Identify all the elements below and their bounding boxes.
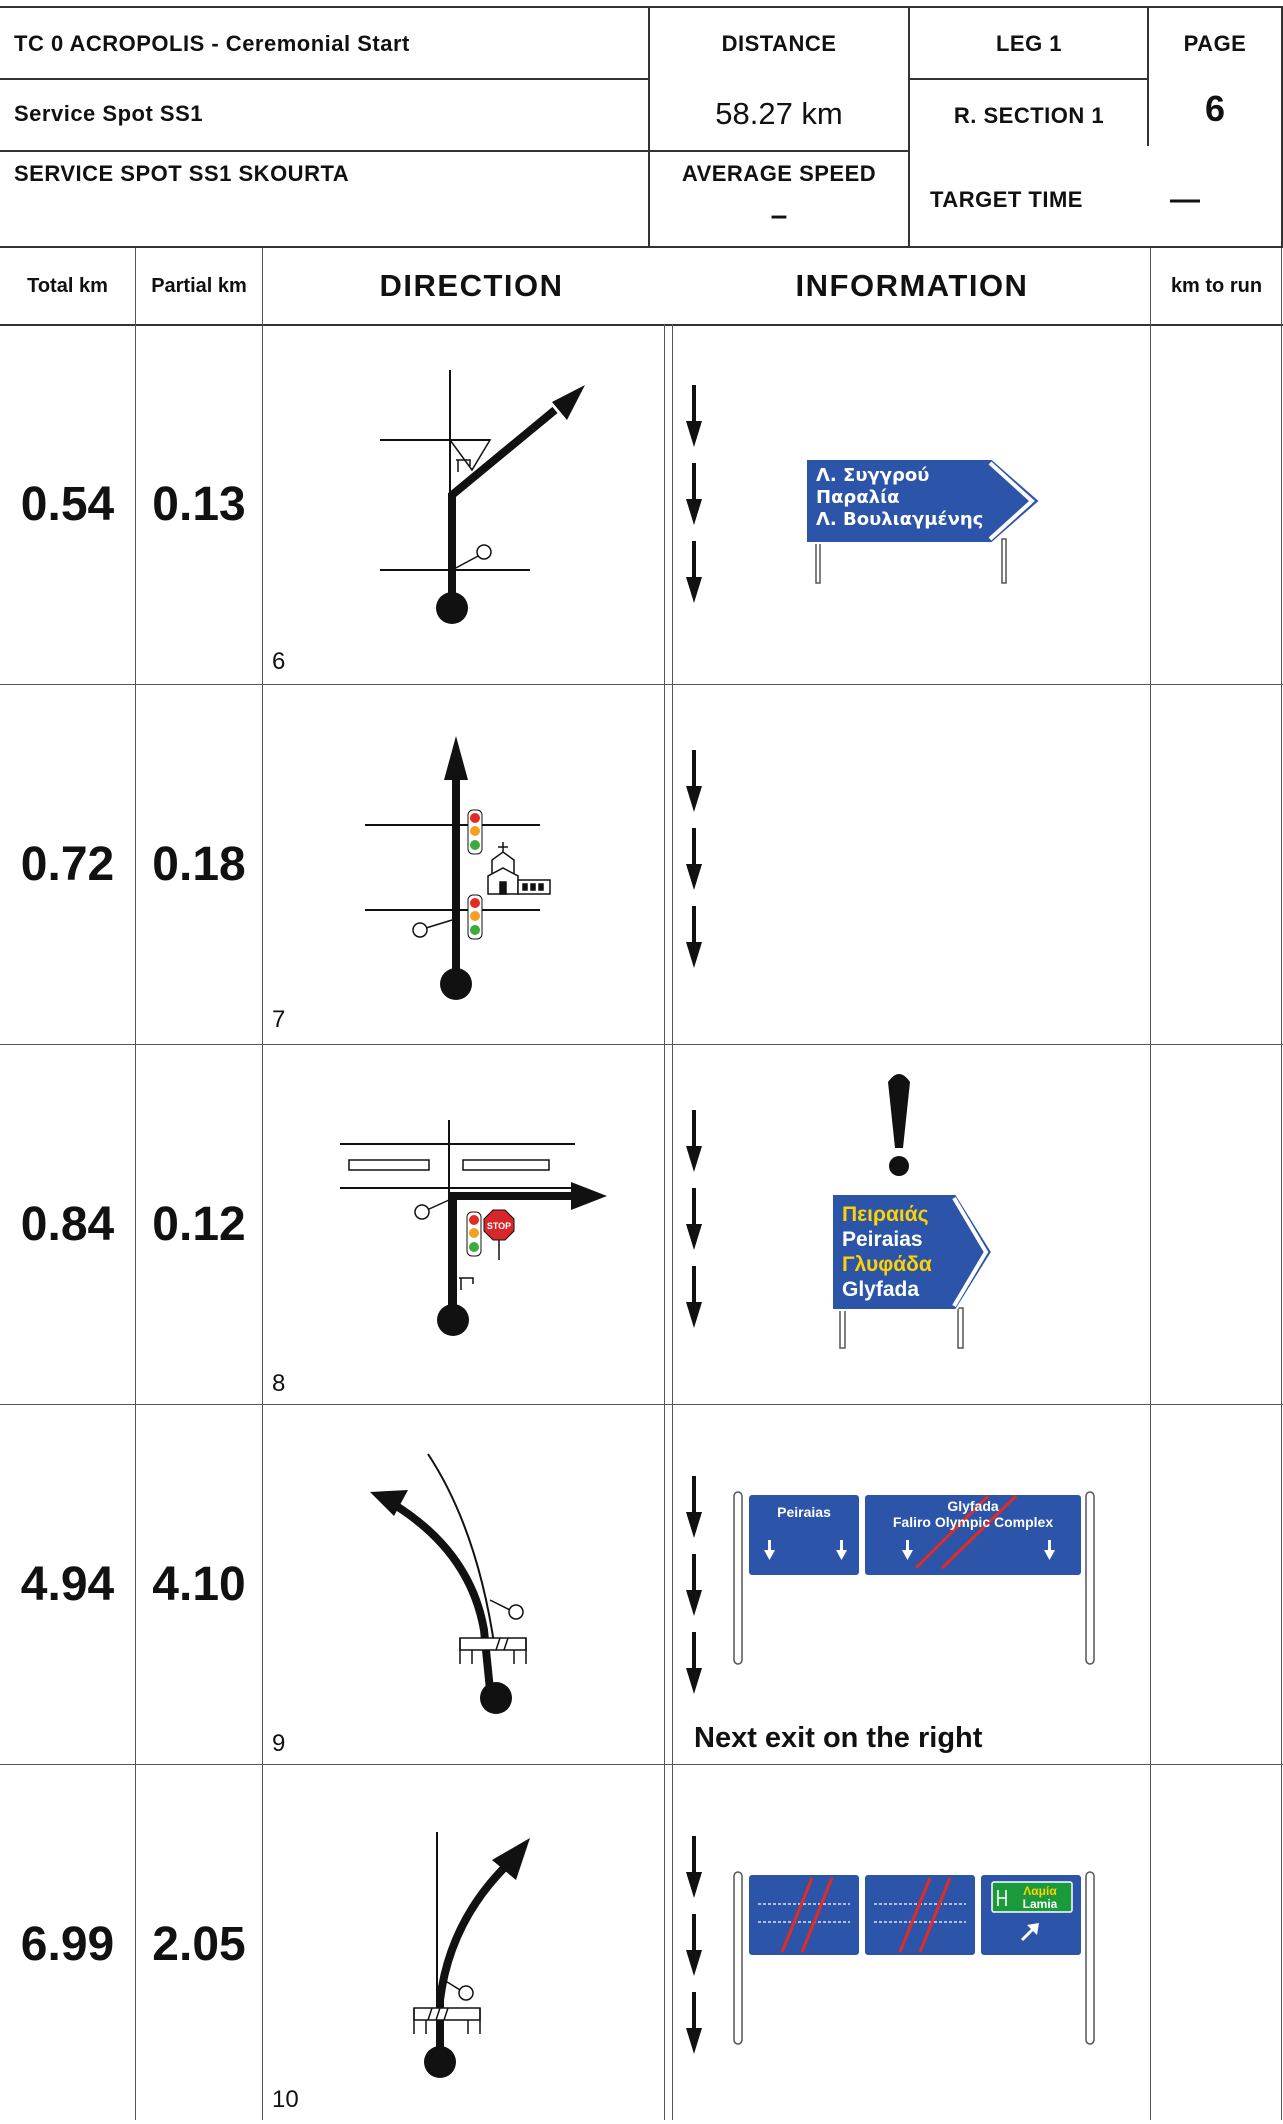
row-divider-4 [0, 1764, 1283, 1765]
toll-barrier-icon [413, 2007, 481, 2034]
tc-title: TC 0 ACROPOLIS - Ceremonial Start [14, 31, 410, 56]
row-3-tulip-diagram: STOP [340, 1120, 607, 1336]
row-1-direction-sign: Λ. Συγγρού Παραλία Λ. Βουλιαγμένης [802, 455, 1042, 585]
gantry-left-label: Peiraias [777, 1504, 831, 1520]
row-5-total-km: 6.99 [20, 1917, 115, 1971]
col-total-km: Total km [27, 274, 108, 297]
row-3-partial-km: 0.12 [152, 1197, 246, 1251]
traffic-light-icon [467, 894, 483, 940]
avg-speed-value: – [770, 199, 788, 232]
distance-value: 58.27 km [715, 96, 843, 131]
header-divider-2 [0, 150, 909, 152]
header-bottom [0, 246, 1283, 248]
down-arrow-icon [686, 1110, 702, 1328]
col-information: INFORMATION [795, 268, 1029, 303]
row-1-partial-km: 0.13 [152, 477, 246, 531]
row-2-arrows [686, 750, 702, 968]
row-4-tulip-diagram [370, 1453, 527, 1714]
traffic-light-icon [467, 809, 483, 855]
sign-line-1: Λ. Συγγρού [816, 465, 930, 486]
down-arrow-icon [686, 1836, 702, 2054]
stop-sign-icon: STOP [483, 1209, 515, 1260]
row-divider-1 [0, 684, 1283, 685]
sign-line-2: Παραλία [816, 487, 900, 508]
col-partial-km: Partial km [151, 274, 247, 297]
traffic-light-icon [466, 1211, 482, 1257]
avg-speed-label: AVERAGE SPEED [681, 161, 877, 186]
row-4-gantry-sign: Peiraias Glyfada Faliro Olympic Complex [730, 1488, 1100, 1668]
down-arrow-icon [764, 1540, 1055, 1560]
sign-line-4: Glyfada [842, 1278, 920, 1301]
row-5-arrows [686, 1836, 702, 2054]
body-v-partial [262, 248, 263, 2120]
leg-label: LEG 1 [995, 31, 1063, 56]
header-v-1 [648, 6, 650, 248]
header-divider-1b [908, 78, 1148, 80]
sign-line-1: Πειραιάς [842, 1203, 929, 1226]
col-km-to-run: km to run [1170, 274, 1263, 297]
section-label: R. SECTION 1 [953, 103, 1105, 128]
row-2-total-km: 0.72 [20, 837, 115, 891]
diagonal-arrow-icon [1020, 1923, 1039, 1942]
row-1-tulip-diagram [380, 370, 585, 624]
row-4-partial-km: 4.10 [152, 1557, 246, 1611]
row-5-tulip-diagram [413, 1832, 530, 2078]
body-v-right [1281, 248, 1282, 2120]
row-3-total-km: 0.84 [20, 1197, 115, 1251]
row-1-total-km: 0.54 [20, 477, 115, 531]
header-v-2 [908, 6, 910, 248]
row-divider-2 [0, 1044, 1283, 1045]
col-direction: DIRECTION [379, 268, 564, 303]
sign-line-3: Γλυφάδα [842, 1253, 932, 1276]
row-5-partial-km: 2.05 [152, 1917, 246, 1971]
service-spot: Service Spot SS1 [14, 101, 203, 126]
row-1-arrows [686, 385, 702, 603]
distance-label: DISTANCE [721, 31, 837, 56]
right-border-top [1281, 6, 1283, 248]
gantry-right-line-1: Glyfada [947, 1498, 999, 1514]
row-4-note: Next exit on the right [694, 1722, 983, 1754]
down-arrow-icon [686, 750, 702, 968]
motorway-icon [997, 1890, 1007, 1906]
header-v-3 [1147, 6, 1149, 146]
row-2-number: 7 [272, 1006, 286, 1033]
row-5-number: 10 [272, 2086, 299, 2113]
church-icon [487, 842, 551, 895]
body-v-info [1150, 248, 1151, 2120]
row-divider-3 [0, 1404, 1283, 1405]
row-2-partial-km: 0.18 [152, 837, 246, 891]
body-v-total [135, 248, 136, 2120]
stop-sign-text: STOP [487, 1221, 511, 1231]
gantry-panel-line-1: Λαμία [1023, 1884, 1057, 1898]
target-time-value: — [1170, 183, 1200, 216]
body-v-dir-b [672, 324, 673, 2120]
page-number: 6 [1204, 88, 1226, 129]
sign-line-2: Peiraias [842, 1228, 923, 1251]
row-1-number: 6 [272, 648, 286, 675]
gantry-right-line-2: Faliro Olympic Complex [892, 1514, 1054, 1530]
row-5-gantry-sign: Λαμία Lamia [730, 1868, 1100, 2048]
row-3-number: 8 [272, 1370, 286, 1397]
row-4-number: 9 [272, 1730, 286, 1757]
gantry-panel-line-2: Lamia [1022, 1897, 1058, 1911]
toll-barrier-icon [459, 1637, 527, 1664]
row-4-arrows [686, 1476, 702, 1694]
body-v-dir-a [664, 324, 665, 2120]
service-spot-name: SERVICE SPOT SS1 SKOURTA [14, 161, 350, 186]
row-3-arrows [686, 1110, 702, 1328]
sign-line-3: Λ. Βουλιαγμένης [816, 509, 984, 530]
header-divider-1 [0, 78, 649, 80]
down-arrow-icon [686, 1476, 702, 1694]
down-arrow-icon [686, 385, 702, 603]
row-4-total-km: 4.94 [20, 1557, 115, 1611]
top-border [0, 6, 1283, 8]
row-3-direction-sign: Πειραιάς Peiraias Γλυφάδα Glyfada [828, 1190, 998, 1350]
page-label: PAGE [1183, 31, 1247, 56]
colhead-bottom [0, 324, 1283, 326]
target-time-label: TARGET TIME [930, 187, 1083, 212]
warning-exclamation-icon [888, 1074, 910, 1176]
row-2-tulip-diagram [365, 736, 551, 1000]
